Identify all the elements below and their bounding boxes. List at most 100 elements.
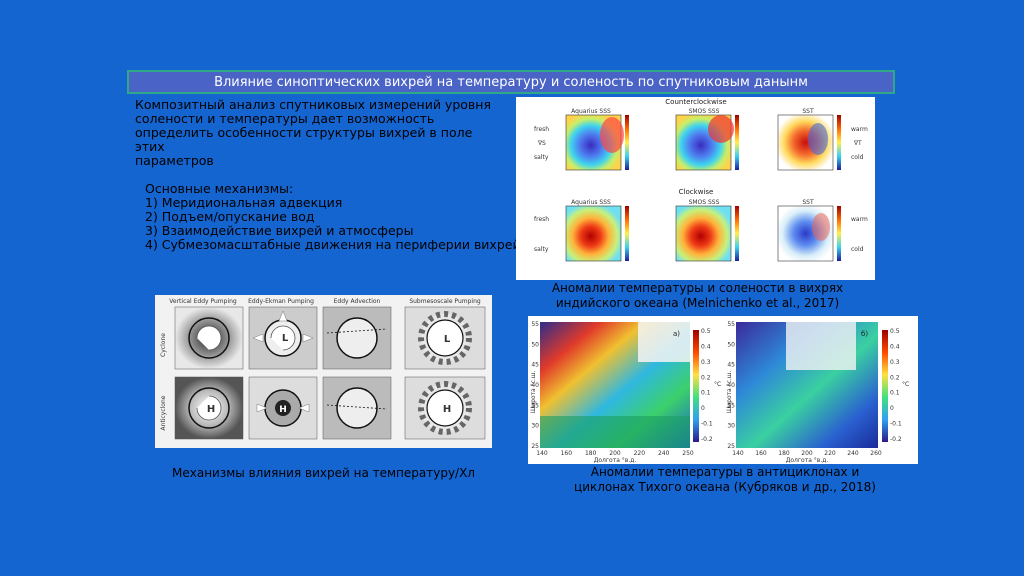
x-tick-label-b: 160 [755, 450, 767, 457]
caption-line: циклонах Тихого океана (Кубряков и др., … [574, 480, 876, 494]
salty-label: salty [534, 246, 549, 253]
xlabel-a: Долгота °в.д. [594, 457, 637, 464]
ylabel-a: Широта °с.ш. [530, 371, 537, 414]
y-tick-label-b: 30 [727, 423, 735, 430]
colorbar [625, 115, 629, 170]
panel-title: Aquarius SSS [571, 199, 611, 206]
x-tick-label-a: 180 [585, 450, 597, 457]
y-tick-label-a: 40 [531, 382, 539, 389]
y-tick-label-a: 50 [531, 341, 539, 348]
unit-b: °C [902, 381, 909, 388]
counterclockwise-label: Counterclockwise [665, 98, 726, 106]
intro-line: параметров [135, 153, 214, 168]
colorbar-b [882, 330, 888, 442]
colorbar-a-tick: 0.1 [701, 390, 711, 397]
panel-title: Aquarius SSS [571, 108, 611, 115]
y-tick-label-b: 55 [727, 321, 735, 328]
tick-labels: 140 160 180 200 220 240 250 140 160 180 200 220 240 2… [531, 321, 902, 457]
colorbar [837, 115, 841, 170]
y-tick-label-a: 55 [531, 321, 539, 328]
colorbar-a-tick: 0.5 [701, 328, 711, 335]
colorbar [735, 115, 739, 170]
column-title: Eddy Advection [334, 298, 381, 305]
colorbar-a-tick: -0.2 [701, 436, 713, 443]
x-tick-label-b: 220 [824, 450, 836, 457]
xlabel-b: Долгота °в.д. [786, 457, 829, 464]
panel-title: SMOS SSS [689, 108, 720, 115]
ylabel-b: Широта °с.ш. [726, 371, 733, 414]
panel-title: SST [802, 199, 814, 206]
colorbar-a-tick: 0 [701, 405, 705, 412]
panel-a-label: а) [673, 330, 680, 338]
x-tick-label-b: 180 [778, 450, 790, 457]
top-right-caption: Аномалии температуры и солености в вихря… [520, 281, 875, 311]
caption-line: Аномалии температуры и солености в вихря… [551, 281, 844, 295]
colorbar-b-tick: -0.1 [890, 421, 902, 428]
cold-label: cold [851, 246, 864, 253]
row-label-cyclone: Cyclone [160, 333, 167, 357]
anticyclone-letter: H [279, 405, 287, 415]
x-tick-label-b: 240 [847, 450, 859, 457]
colorbar-a-tick: 0.3 [701, 359, 711, 366]
smos-ccw-dipole [708, 115, 734, 143]
panel-title: SST [802, 108, 814, 115]
map-panel-a: а) Широта °с.ш. Долгота °в.д. °C [530, 322, 721, 464]
unit-a: °C [714, 381, 721, 388]
y-tick-label-b: 45 [727, 362, 735, 369]
panel-b-label: б) [861, 330, 868, 338]
x-tick-label-a: 250 [682, 450, 694, 457]
aquarius-ccw-dipole [600, 117, 624, 153]
mechanism-item: 3) Взаимодействие вихрей и атмосферы [145, 223, 414, 238]
panel-row-clockwise: Aquarius SSS SMOS SSS SST fresh salty wa… [534, 199, 868, 262]
intro-line: Композитный анализ спутниковых измерений… [135, 97, 491, 112]
cyclone-letter: L [208, 333, 215, 344]
y-tick-label-a: 45 [531, 362, 539, 369]
mechanisms-list: 1) Меридиональная адвекция 2) Подъем/опу… [145, 196, 521, 252]
colorbar-b-tick: 0.3 [890, 359, 900, 366]
colorbar [837, 206, 841, 261]
x-tick-label-b: 260 [870, 450, 882, 457]
colorbar-b-tick: 0.5 [890, 328, 900, 335]
bottom-right-caption: Аномалии температуры в антициклонах и ци… [560, 465, 890, 495]
colorbar-b-tick: 0.4 [890, 343, 900, 350]
x-tick-label-b: 200 [801, 450, 813, 457]
column-title: Vertical Eddy Pumping [169, 298, 237, 305]
eddy-composite-figure: Counterclockwise Clockwise Aquarius SSS … [516, 97, 875, 280]
x-tick-label-b: 140 [732, 450, 744, 457]
y-tick-label-b: 40 [727, 382, 735, 389]
row-label-anticyclone: Anticyclone [160, 395, 167, 430]
x-tick-label-a: 220 [634, 450, 646, 457]
colorbar-a-tick: 0.2 [701, 374, 711, 381]
anticyclone-letter: H [207, 404, 215, 415]
y-tick-label-b: 25 [727, 443, 735, 450]
y-tick-label-b: 35 [727, 402, 735, 409]
anticyclone-row: H H H [174, 376, 486, 440]
slide-title: Влияние синоптических вихрей на температ… [127, 70, 895, 94]
warm-label: warm [851, 216, 868, 223]
warm-label: warm [851, 126, 868, 133]
cyclone-letter: L [444, 334, 451, 345]
x-tick-label-a: 200 [609, 450, 621, 457]
fresh-label: fresh [534, 216, 549, 223]
intro-line: определить особенности структуры вихрей … [135, 125, 473, 154]
anticyclone-letter: H [443, 404, 451, 415]
mechanism-item: 1) Меридиональная адвекция [145, 195, 343, 210]
sst-cw-dipole [812, 213, 830, 241]
intro-line: солености и температуры дает возможность [135, 111, 435, 126]
cold-label: cold [851, 154, 864, 161]
colorbar-b-tick: 0.1 [890, 390, 900, 397]
panel-row-counterclockwise: Aquarius SSS SMOS SSS SST fresh salty ∇S… [534, 108, 868, 171]
y-tick-label-a: 35 [531, 402, 539, 409]
cyclone-letter: L [282, 333, 289, 344]
y-tick-label-a: 25 [531, 443, 539, 450]
salty-label: salty [534, 154, 549, 161]
mechanisms-heading: Основные механизмы: [145, 181, 294, 196]
colorbar [735, 206, 739, 261]
x-tick-label-a: 140 [536, 450, 548, 457]
intro-paragraph: Композитный анализ спутниковых измерений… [135, 98, 505, 168]
mechanism-item: 4) Субмезомасштабные движения на перифер… [145, 237, 521, 252]
left-caption: Механизмы влияния вихрей на температуру/… [172, 466, 475, 480]
panel-title: SMOS SSS [689, 199, 720, 206]
x-tick-label-a: 240 [658, 450, 670, 457]
map-panel-b: б) Широта °с.ш. Долгота °в.д. °C [726, 322, 909, 464]
